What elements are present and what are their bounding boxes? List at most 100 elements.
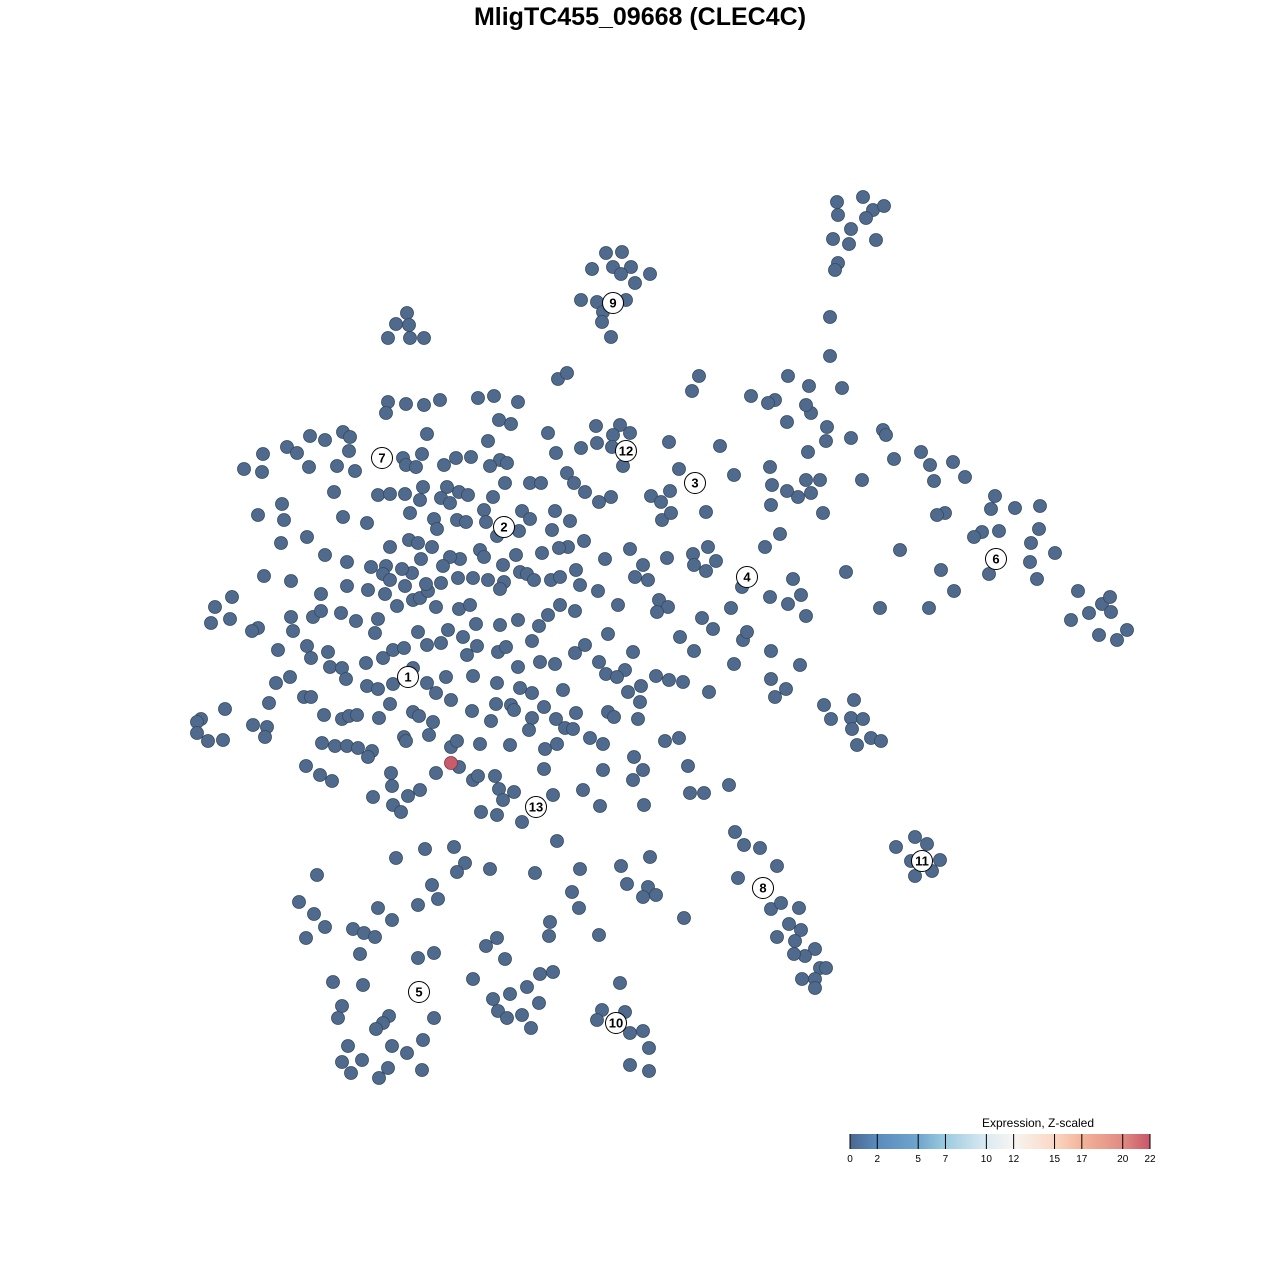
data-point	[637, 798, 651, 812]
data-point	[511, 395, 525, 409]
data-point	[816, 506, 830, 520]
data-point	[573, 578, 587, 592]
data-point	[753, 841, 767, 855]
cluster-label-badge	[371, 447, 393, 469]
data-point	[431, 892, 445, 906]
data-point	[299, 931, 313, 945]
cluster-label: 2	[493, 516, 515, 538]
data-point	[663, 484, 677, 498]
data-point	[724, 601, 738, 615]
data-point	[764, 672, 778, 686]
cluster-label: 6	[985, 548, 1007, 570]
data-point	[414, 552, 428, 566]
data-point	[578, 638, 592, 652]
data-point	[560, 366, 574, 380]
data-point	[360, 516, 374, 530]
data-point	[604, 490, 618, 504]
data-point	[525, 711, 539, 725]
data-point	[381, 331, 395, 345]
data-point	[534, 476, 548, 490]
data-point	[847, 693, 861, 707]
data-point	[835, 381, 849, 395]
data-point	[537, 700, 551, 714]
data-point	[300, 530, 314, 544]
data-point	[779, 682, 793, 696]
data-point	[532, 619, 546, 633]
cluster-label-badge	[602, 292, 624, 314]
data-point	[631, 712, 645, 726]
data-point	[350, 708, 364, 722]
data-point	[361, 583, 375, 597]
data-point	[614, 859, 628, 873]
data-point	[314, 604, 328, 618]
data-point	[340, 579, 354, 593]
data-point	[533, 967, 547, 981]
cluster-label-badge	[985, 548, 1007, 570]
data-point	[437, 458, 451, 472]
data-point	[553, 570, 567, 584]
cluster-label-badge	[397, 666, 419, 688]
data-point	[788, 934, 802, 948]
cluster-label-text: 6	[992, 552, 999, 567]
data-point	[824, 712, 838, 726]
points-layer	[190, 190, 1134, 1085]
data-point	[933, 853, 947, 867]
data-point	[425, 540, 439, 554]
data-point	[477, 550, 491, 564]
data-point	[318, 920, 332, 934]
data-point	[355, 1053, 369, 1067]
data-point	[429, 600, 443, 614]
data-point	[450, 865, 464, 879]
data-point	[583, 731, 597, 745]
data-point	[339, 672, 353, 686]
data-point	[394, 805, 408, 819]
data-point	[464, 450, 478, 464]
data-point	[461, 488, 475, 502]
data-point	[813, 473, 827, 487]
data-point	[681, 759, 695, 773]
data-point	[399, 397, 413, 411]
data-point	[873, 601, 887, 615]
data-point	[662, 673, 676, 687]
data-point	[793, 658, 807, 672]
data-point	[592, 495, 606, 509]
data-point	[348, 464, 362, 478]
data-point	[385, 779, 399, 793]
data-point	[633, 695, 647, 709]
data-point	[371, 488, 385, 502]
cluster-label: 8	[752, 877, 774, 899]
data-point	[429, 686, 443, 700]
data-point	[819, 434, 833, 448]
data-point	[946, 455, 960, 469]
data-point	[383, 487, 397, 501]
data-point	[402, 318, 416, 332]
data-point	[420, 427, 434, 441]
data-point	[511, 660, 525, 674]
data-point	[484, 714, 498, 728]
data-point	[417, 398, 431, 412]
data-point	[498, 952, 512, 966]
data-point	[819, 961, 833, 975]
data-point	[245, 624, 259, 638]
data-point	[1033, 499, 1047, 513]
data-point	[490, 931, 504, 945]
data-point	[269, 676, 283, 690]
data-point	[303, 429, 317, 443]
data-point	[458, 856, 472, 870]
data-point	[520, 980, 534, 994]
data-point	[466, 972, 480, 986]
data-point	[692, 369, 706, 383]
data-point	[764, 644, 778, 658]
data-point	[400, 1046, 414, 1060]
data-point	[643, 267, 657, 281]
data-point	[385, 913, 399, 927]
data-point	[416, 1033, 430, 1047]
data-point	[258, 730, 272, 744]
data-point	[677, 911, 691, 925]
data-point	[444, 693, 458, 707]
cluster-label: 1	[397, 666, 419, 688]
data-point	[1030, 572, 1044, 586]
data-point	[443, 496, 457, 510]
cluster-label-text: 11	[915, 854, 929, 869]
data-point	[685, 384, 699, 398]
